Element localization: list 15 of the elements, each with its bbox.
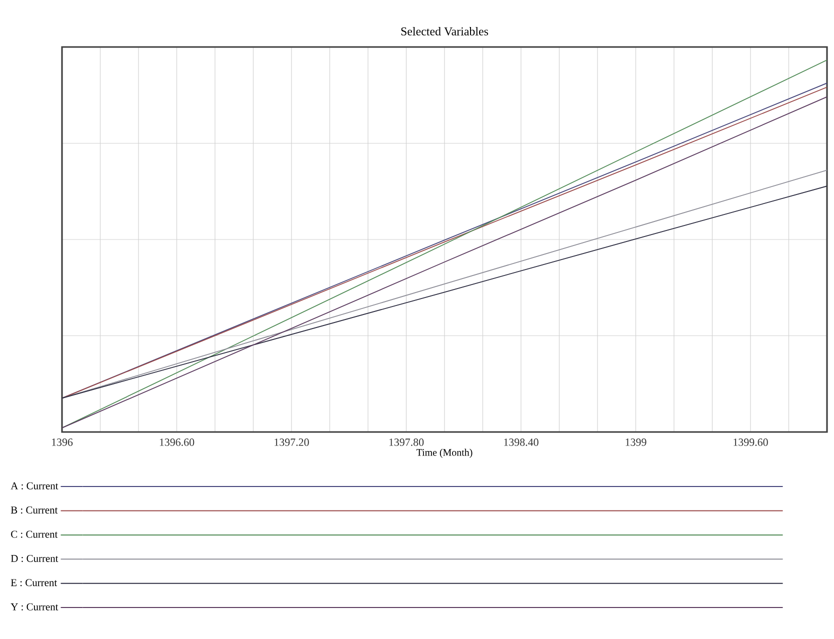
legend-label: Y : Current bbox=[10, 603, 58, 610]
legend-label: A : Current bbox=[10, 482, 58, 490]
x-tick-label: 1396.60 bbox=[160, 438, 194, 446]
x-tick-label: 1399 bbox=[626, 438, 646, 446]
legend-label: E : Current bbox=[10, 579, 58, 586]
chart-title: Selected Variables bbox=[401, 27, 488, 36]
x-tick-label: 1396 bbox=[52, 438, 73, 446]
legend-label: D : Current bbox=[10, 554, 58, 562]
x-tick-label: 1398.40 bbox=[504, 438, 538, 446]
legend-label: C : Current bbox=[11, 530, 58, 538]
x-tick-label: 1397.80 bbox=[389, 438, 424, 446]
legend-label: B : Current bbox=[10, 506, 58, 514]
x-tick-label: 1399.60 bbox=[734, 438, 768, 446]
x-tick-label: 1397.20 bbox=[274, 438, 309, 446]
x-axis-title: Time (Month) bbox=[416, 448, 472, 458]
